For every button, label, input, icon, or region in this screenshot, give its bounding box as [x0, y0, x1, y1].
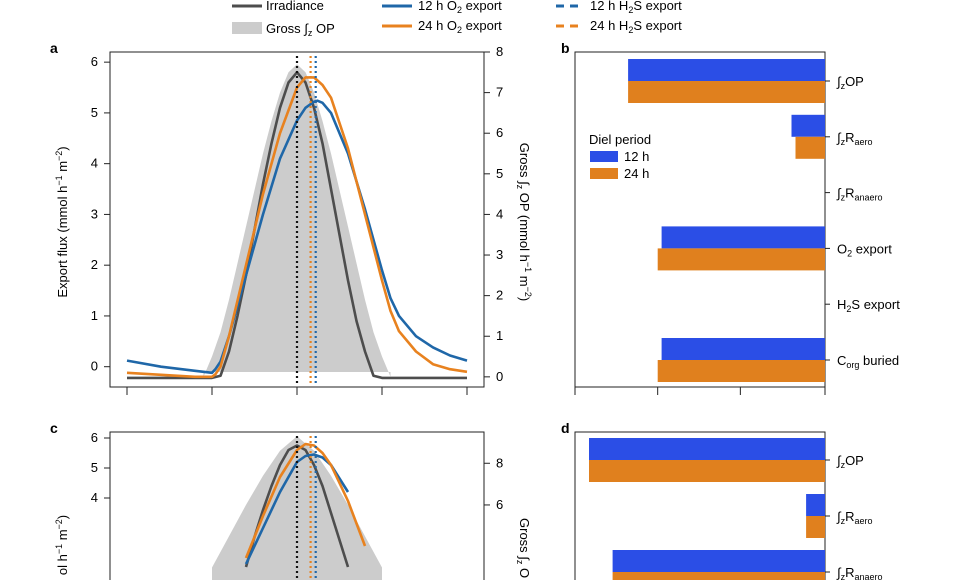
panel-letter-d: d — [561, 420, 570, 436]
panel-a-left-tick-label: 0 — [91, 359, 98, 374]
panel-letter-b: b — [561, 40, 570, 56]
panel-a-left-tick-label: 1 — [91, 308, 98, 323]
panel-a-right-tick-label: 5 — [496, 166, 503, 181]
panel-d-bar-12h — [612, 550, 825, 572]
panel-a-right-tick-label: 6 — [496, 125, 503, 140]
legend-gross-op-swatch — [232, 22, 262, 34]
panel-b-legend-12h-label: 12 h — [624, 149, 649, 164]
panel-b-category-label: ∫zRanaero — [836, 186, 882, 203]
panel-a-left-tick-label: 4 — [91, 156, 98, 171]
panel-b-category-label: Corg buried — [837, 353, 899, 370]
panel-b-legend: Diel period 12 h 24 h — [589, 132, 651, 181]
panel-a-right-tick-label: 0 — [496, 369, 503, 384]
panel-d-category-label: ∫zRaero — [836, 509, 872, 526]
panel-a-o2-12-line — [126, 99, 468, 375]
panel-letter-c: c — [50, 420, 58, 436]
panel-b-category-label: O2 export — [837, 241, 892, 258]
panel-b-bar-24h — [657, 360, 825, 382]
panel-b-bar-12h — [628, 59, 825, 81]
panel-d-bar-12h — [806, 494, 825, 516]
panel-b-bar-12h — [661, 338, 825, 360]
panel-d-bar-24h — [806, 516, 825, 538]
panel-b-bar-12h — [791, 114, 825, 137]
panel-b-bar-24h — [628, 81, 825, 103]
legend-o2-12-label: 12 h O2 export — [418, 0, 502, 15]
panel-d-bar-12h — [589, 438, 825, 460]
panel-a-right-tick-label: 4 — [496, 206, 503, 221]
panel-d-category-label: ∫zRanaero — [836, 565, 882, 580]
panel-d-category-label: ∫zOP — [836, 453, 864, 470]
panel-d-bar-24h — [589, 460, 825, 482]
panel-c-left-axis-title: ol h−1 m−2) — [54, 515, 70, 575]
panel-b-category-label: ∫zRaero — [836, 130, 872, 147]
panel-c-frame — [109, 431, 485, 580]
panel-b-bar-chart: ∫zOP ∫zRaero ∫zRanaero O2 export H2S export C… — [574, 51, 900, 395]
legend-h2s-12-label: 12 h H2S export — [590, 0, 682, 15]
panel-a-left-tick-label: 2 — [91, 257, 98, 272]
panel-d-bar-chart: ∫zOP ∫zRaero ∫zRanaero — [574, 431, 882, 580]
panel-a-right-tick-label: 2 — [496, 288, 503, 303]
legend-o2-24-label: 24 h O2 export — [418, 18, 502, 35]
legend-irradiance-label: Irradiance — [266, 0, 324, 13]
panel-c-left-tick-label: 4 — [91, 490, 98, 505]
panel-b-legend-24h-label: 24 h — [624, 166, 649, 181]
panel-a-right-axis-title: Gross ∫z OP (mmol h−1 m−2) — [515, 143, 533, 301]
panel-b-legend-24h-swatch — [590, 168, 618, 179]
panel-c-left-tick-label: 6 — [91, 430, 98, 445]
panel-d-bar-24h — [612, 572, 825, 580]
panel-a-gross-op-area — [203, 64, 391, 377]
panel-c-line-chart: 4 5 6 6 8 ol h−1 m−2) Gross ∫z O — [54, 430, 532, 580]
panel-letter-a: a — [50, 40, 58, 56]
legend-h2s-24-label: 24 h H2S export — [590, 18, 682, 35]
panel-c-right-tick-label: 6 — [496, 497, 503, 512]
panel-b-bar-24h — [795, 136, 825, 159]
panel-c-o2-24-line — [244, 442, 367, 559]
panel-b-bar-24h — [657, 248, 825, 271]
panel-a-left-tick-label: 3 — [91, 206, 98, 221]
panel-a-right-tick-label: 3 — [496, 247, 503, 262]
panel-c-right-axis-title: Gross ∫z O — [515, 518, 532, 578]
panel-c-irradiance-line — [244, 444, 350, 568]
panel-c-right-tick-label: 8 — [496, 455, 503, 470]
panel-a-line-chart: 0 1 2 3 4 5 6 0 1 2 3 4 5 6 7 8 Export flux (mmol h−1 m… — [54, 44, 533, 395]
panel-b-category-label: ∫zOP — [836, 74, 864, 91]
panel-a-left-tick-label: 5 — [91, 105, 98, 120]
panel-a-right-tick-label: 1 — [496, 328, 503, 343]
panel-a-right-tick-label: 7 — [496, 85, 503, 100]
panel-a-left-tick-label: 6 — [91, 54, 98, 69]
panel-b-category-label: H2S export — [837, 297, 900, 314]
panel-a-left-axis-title: Export flux (mmol h−1 m−2) — [54, 146, 70, 297]
panel-b-legend-12h-swatch — [590, 151, 618, 162]
panel-b-frame — [574, 51, 826, 388]
panel-a-right-tick-label: 8 — [496, 44, 503, 59]
panel-b-bar-12h — [661, 226, 825, 249]
panel-b-legend-title: Diel period — [589, 132, 651, 147]
legend: Irradiance Gross ∫z OP 12 h O2 export 24… — [232, 0, 682, 38]
panel-c-left-tick-label: 5 — [91, 460, 98, 475]
legend-gross-op-label: Gross ∫z OP — [266, 21, 335, 38]
